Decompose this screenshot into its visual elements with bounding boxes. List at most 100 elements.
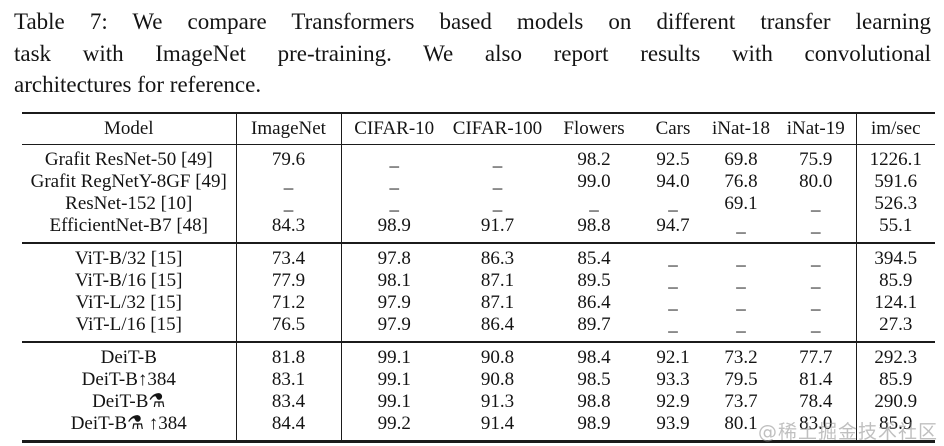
table-cell: _ <box>492 192 503 214</box>
table-cell: 394.5 <box>855 242 935 270</box>
table-row: Grafit ResNet-50 [49] 79.6 _ _ 98.2 92.5… <box>22 144 935 171</box>
table-cell: 85.9 <box>855 412 935 441</box>
model-cell: ViT-L/16 [15] <box>22 313 237 342</box>
table-cell: 91.7 <box>480 214 515 236</box>
table-cell: 79.6 <box>236 144 342 171</box>
table-cell: 87.1 <box>480 291 515 313</box>
results-table: Model ImageNet CIFAR-10 CIFAR-100 Flower… <box>22 111 935 443</box>
table-cell: _ <box>811 214 821 236</box>
table-cell: 87.1 <box>480 269 515 291</box>
header-cell-inat19: iNat-19 <box>786 117 845 139</box>
table-cell: 84.4 <box>236 412 342 441</box>
table-cell: 92.9 <box>656 390 690 412</box>
table-cell: 85.4 <box>577 247 611 269</box>
table-cell: _ <box>668 247 678 269</box>
table-cell: 97.8 <box>377 247 411 269</box>
table-cell: 91.4 <box>480 412 515 434</box>
table-cell: 71.2 <box>236 291 342 314</box>
caption-line-3: architectures for reference. <box>14 72 262 97</box>
table-cell: 99.1 <box>377 368 411 390</box>
table-cell: 76.8 <box>724 170 758 192</box>
model-cell: Grafit RegNetY-8GF [49] <box>22 170 237 193</box>
table-cell: _ <box>736 214 746 236</box>
header-cell-cifar100: CIFAR-100 <box>452 117 543 139</box>
table-cell: 591.6 <box>855 170 935 193</box>
table-cell: 78.4 <box>799 390 833 412</box>
table-cell: _ <box>668 269 678 291</box>
table-row: ViT-B/32 [15] 73.4 97.8 86.3 85.4 _ _ _ … <box>22 242 935 270</box>
table-cell: 90.8 <box>480 346 515 368</box>
table-cell: 97.9 <box>377 291 411 313</box>
table-cell: 99.0 <box>577 170 611 192</box>
model-cell: ResNet-152 [10] <box>22 192 237 215</box>
model-cell: ViT-L/32 [15] <box>22 291 237 314</box>
table-cell: _ <box>811 192 821 214</box>
table-cell: _ <box>589 192 599 214</box>
table-cell: 1226.1 <box>855 144 935 171</box>
table-cell: _ <box>492 148 503 170</box>
table-cell: _ <box>668 313 678 335</box>
table-cell: 81.4 <box>799 368 833 390</box>
header-cell-inat18: iNat-18 <box>711 117 771 139</box>
table-cell: 75.9 <box>799 148 833 170</box>
table-cell: _ <box>736 313 746 335</box>
table-cell: 98.8 <box>577 214 611 236</box>
table-cell: 84.3 <box>236 214 342 243</box>
table-cell: 69.1 <box>724 192 758 214</box>
table-cell: 94.0 <box>656 170 690 192</box>
table-cell: _ <box>236 170 342 193</box>
table-cell: _ <box>389 170 400 192</box>
table-row: DeiT-B⚗ 83.4 99.1 91.3 98.8 92.9 73.7 78… <box>22 390 935 413</box>
table-cell: 92.1 <box>656 346 690 368</box>
table-cell: 81.8 <box>236 341 342 369</box>
table-cell: 98.9 <box>577 412 611 434</box>
table-cell: _ <box>389 148 400 170</box>
table-cell: 98.4 <box>577 346 611 368</box>
table-cell: _ <box>736 247 746 269</box>
table-header: Model ImageNet CIFAR-10 CIFAR-100 Flower… <box>22 112 935 144</box>
table-row: Grafit RegNetY-8GF [49] _ _ _ 99.0 94.0 … <box>22 170 935 193</box>
model-cell: ViT-B/16 [15] <box>22 269 237 292</box>
table-cell: 97.9 <box>377 313 411 335</box>
table-caption: Table 7: We compare Transformers based m… <box>14 6 931 101</box>
table-cell: 85.9 <box>855 269 935 292</box>
caption-line-1: Table 7: We compare Transformers based m… <box>14 9 931 34</box>
table-row: ViT-B/16 [15] 77.9 98.1 87.1 89.5 _ _ _ … <box>22 269 935 292</box>
table-row: EfficientNet-B7 [48] 84.3 98.9 91.7 98.8… <box>22 214 935 243</box>
table-cell: 55.1 <box>855 214 935 243</box>
table-cell: 86.4 <box>480 313 515 335</box>
table-cell: 290.9 <box>855 390 935 413</box>
table-cell: 292.3 <box>855 341 935 369</box>
table-cell: 99.1 <box>377 390 411 412</box>
table-row: ResNet-152 [10] _ _ _ _ _ 69.1 _ 526.3 <box>22 192 935 215</box>
table-cell: 124.1 <box>855 291 935 314</box>
table-row: DeiT-B↑384 83.1 99.1 90.8 98.5 93.3 79.5… <box>22 368 935 391</box>
table-cell: 99.1 <box>377 346 411 368</box>
table-cell: 73.4 <box>236 242 342 270</box>
table-cell: 86.3 <box>480 247 515 269</box>
table-cell: 80.1 <box>724 412 758 434</box>
group-vit: ViT-B/32 [15] 73.4 97.8 86.3 85.4 _ _ _ … <box>22 242 935 342</box>
group-deit: DeiT-B 81.8 99.1 90.8 98.4 92.1 73.2 77.… <box>22 341 935 441</box>
table-cell: 91.3 <box>480 390 515 412</box>
model-cell: DeiT-B <box>22 341 237 369</box>
header-cell-imsec: im/sec <box>855 112 935 144</box>
table-cell: _ <box>492 170 503 192</box>
table-cell: 77.9 <box>236 269 342 292</box>
header-cell-cifar10: CIFAR-10 <box>354 117 435 139</box>
table-cell: 98.2 <box>577 148 611 170</box>
table-row: DeiT-B⚗ ↑384 84.4 99.2 91.4 98.9 93.9 80… <box>22 412 935 441</box>
table-cell: _ <box>811 313 821 335</box>
model-cell: DeiT-B↑384 <box>22 368 237 391</box>
table-container: Model ImageNet CIFAR-10 CIFAR-100 Flower… <box>22 111 944 443</box>
table-cell: 526.3 <box>855 192 935 215</box>
header-row: Model ImageNet CIFAR-10 CIFAR-100 Flower… <box>22 112 935 144</box>
model-cell: DeiT-B⚗ ↑384 <box>22 412 237 441</box>
table-cell: 86.4 <box>577 291 611 313</box>
table-cell: 80.0 <box>799 170 833 192</box>
header-cell-flowers: Flowers <box>563 117 625 139</box>
table-cell: 73.2 <box>724 346 758 368</box>
table-cell: 69.8 <box>724 148 758 170</box>
table-cell: 76.5 <box>236 313 342 342</box>
table-row: DeiT-B 81.8 99.1 90.8 98.4 92.1 73.2 77.… <box>22 341 935 369</box>
